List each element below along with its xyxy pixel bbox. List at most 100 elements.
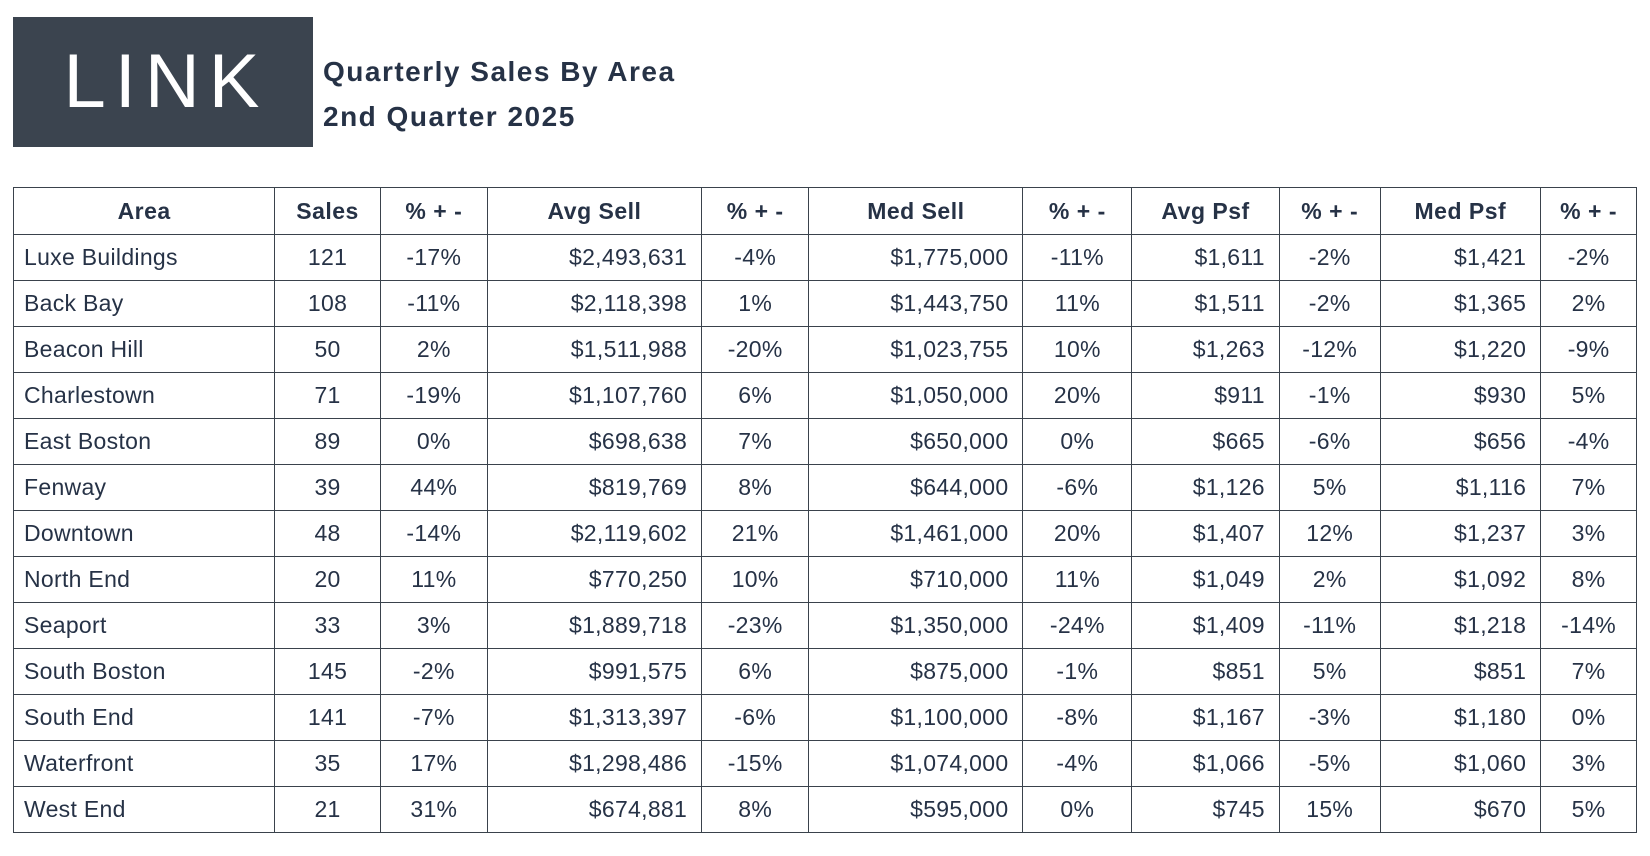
- table-cell: $1,421: [1379, 234, 1542, 281]
- table-cell: $911: [1131, 372, 1280, 419]
- table-cell: Fenway: [12, 464, 276, 511]
- brand-logo: LINK: [13, 17, 313, 147]
- table-cell: -5%: [1278, 740, 1381, 787]
- table-cell: 11%: [379, 556, 488, 603]
- table-cell: Luxe Buildings: [12, 234, 276, 281]
- table-cell: -2%: [1278, 234, 1381, 281]
- table-cell: $1,775,000: [808, 234, 1024, 281]
- table-cell: -24%: [1022, 602, 1133, 649]
- report-title: Quarterly Sales By Area: [323, 56, 676, 87]
- report-titles: Quarterly Sales By Area 2nd Quarter 2025: [323, 58, 676, 131]
- table-cell: 12%: [1278, 510, 1381, 557]
- table-cell: -12%: [1278, 326, 1381, 373]
- table-cell: -23%: [701, 602, 810, 649]
- table-cell: South End: [12, 694, 276, 741]
- table-cell: Waterfront: [12, 740, 276, 787]
- table-cell: 145: [274, 648, 381, 695]
- table-cell: 8%: [701, 464, 810, 511]
- column-header-2-col: % + -: [379, 187, 488, 235]
- table-row-beacon-hill: Beacon Hill 50 2% $1,511,988 -20% $1,023,755 1…: [12, 326, 1637, 373]
- table-row-south-boston: South Boston 145 -2% $991,575 6% $875,000 -1% $…: [12, 648, 1637, 695]
- table-cell: 108: [274, 280, 381, 327]
- table-cell: -17%: [379, 234, 488, 281]
- table-cell: 7%: [1540, 464, 1637, 511]
- table-cell: 1%: [701, 280, 810, 327]
- table-cell: $595,000: [808, 786, 1024, 833]
- table-cell: $930: [1379, 372, 1542, 419]
- column-header-8-col: % + -: [1278, 187, 1381, 235]
- table-cell: 2%: [379, 326, 488, 373]
- table-cell: $656: [1379, 418, 1542, 465]
- table-cell: -11%: [1278, 602, 1381, 649]
- table-cell: 8%: [1540, 556, 1637, 603]
- table-cell: $1,409: [1131, 602, 1280, 649]
- table-cell: North End: [12, 556, 276, 603]
- table-cell: 20%: [1022, 510, 1133, 557]
- table-cell: Charlestown: [12, 372, 276, 419]
- table-cell: -2%: [1540, 234, 1637, 281]
- table-cell: $1,100,000: [808, 694, 1024, 741]
- table-cell: -11%: [379, 280, 488, 327]
- table-cell: 8%: [701, 786, 810, 833]
- table-cell: 121: [274, 234, 381, 281]
- table-cell: $1,049: [1131, 556, 1280, 603]
- table-cell: Beacon Hill: [12, 326, 276, 373]
- table-cell: $1,298,486: [486, 740, 703, 787]
- column-header-4-col: % + -: [701, 187, 810, 235]
- table-cell: 35: [274, 740, 381, 787]
- table-cell: $1,611: [1131, 234, 1280, 281]
- table-cell: -11%: [1022, 234, 1133, 281]
- table-cell: 10%: [701, 556, 810, 603]
- table-cell: $670: [1379, 786, 1542, 833]
- column-header-5-med-sell: Med Sell: [808, 187, 1024, 235]
- table-cell: 0%: [1540, 694, 1637, 741]
- table-cell: 6%: [701, 372, 810, 419]
- table-row-south-end: South End 141 -7% $1,313,397 -6% $1,100,000 -8…: [12, 694, 1637, 741]
- table-cell: Seaport: [12, 602, 276, 649]
- table-cell: -1%: [1278, 372, 1381, 419]
- report-header: LINK Quarterly Sales By Area 2nd Quarter…: [0, 0, 1650, 187]
- table-cell: $1,126: [1131, 464, 1280, 511]
- table-cell: $650,000: [808, 418, 1024, 465]
- table-row-north-end: North End 20 11% $770,250 10% $710,000 11% $1,0…: [12, 556, 1637, 603]
- table-cell: $1,116: [1379, 464, 1542, 511]
- table-row-charlestown: Charlestown 71 -19% $1,107,760 6% $1,050,000 2…: [12, 372, 1637, 419]
- table-cell: -14%: [379, 510, 488, 557]
- table-row-east-boston: East Boston 89 0% $698,638 7% $650,000 0% $665-…: [12, 418, 1637, 465]
- table-cell: 20: [274, 556, 381, 603]
- table-cell: $851: [1379, 648, 1542, 695]
- table-cell: -7%: [379, 694, 488, 741]
- table-cell: -6%: [1278, 418, 1381, 465]
- table-cell: -1%: [1022, 648, 1133, 695]
- table-cell: 21: [274, 786, 381, 833]
- table-cell: $1,023,755: [808, 326, 1024, 373]
- table-cell: $1,074,000: [808, 740, 1024, 787]
- table-row-waterfront: Waterfront 35 17% $1,298,486 -15% $1,074,000-…: [12, 740, 1637, 787]
- table-header-row: Area Sales% + - Avg Sell% + - Med Sell% + -…: [12, 187, 1637, 235]
- table-cell: 39: [274, 464, 381, 511]
- table-cell: 5%: [1540, 786, 1637, 833]
- table-cell: $2,493,631: [486, 234, 703, 281]
- table-cell: 44%: [379, 464, 488, 511]
- table-cell: 0%: [1022, 418, 1133, 465]
- table-cell: $770,250: [486, 556, 703, 603]
- table-cell: -14%: [1540, 602, 1637, 649]
- table-cell: $1,443,750: [808, 280, 1024, 327]
- table-cell: $1,218: [1379, 602, 1542, 649]
- table-cell: $745: [1131, 786, 1280, 833]
- table-cell: $1,167: [1131, 694, 1280, 741]
- table-cell: $1,365: [1379, 280, 1542, 327]
- table-cell: 3%: [1540, 510, 1637, 557]
- table-cell: 3%: [1540, 740, 1637, 787]
- column-header-1-sales: Sales: [274, 187, 381, 235]
- table-cell: $851: [1131, 648, 1280, 695]
- table-cell: $1,060: [1379, 740, 1542, 787]
- table-cell: $991,575: [486, 648, 703, 695]
- table-cell: 11%: [1022, 280, 1133, 327]
- table-cell: 2%: [1278, 556, 1381, 603]
- table-cell: $1,050,000: [808, 372, 1024, 419]
- table-cell: $1,511: [1131, 280, 1280, 327]
- table-cell: $644,000: [808, 464, 1024, 511]
- table-cell: -6%: [1022, 464, 1133, 511]
- table-cell: $1,461,000: [808, 510, 1024, 557]
